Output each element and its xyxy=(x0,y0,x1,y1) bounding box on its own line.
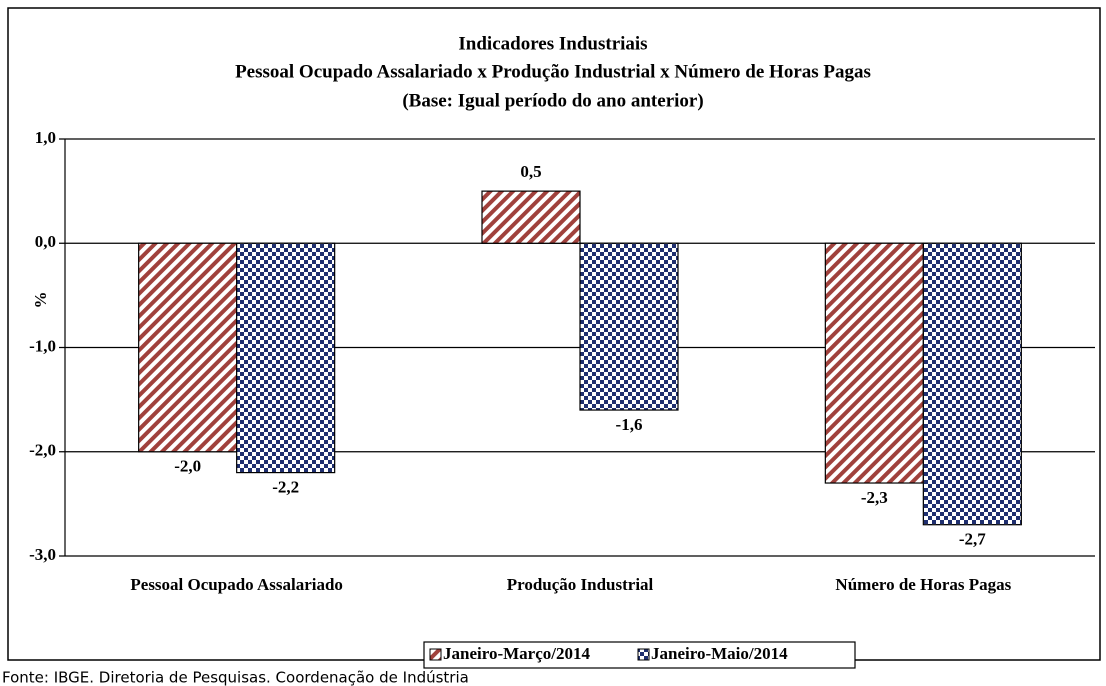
data-label: 0,5 xyxy=(520,162,541,181)
bar xyxy=(922,242,1022,526)
bar xyxy=(138,242,238,453)
source-note: Fonte: IBGE. Diretoria de Pesquisas. Coo… xyxy=(2,669,469,686)
x-tick-label: Produção Industrial xyxy=(507,575,654,594)
legend-swatch xyxy=(637,648,650,661)
legend-label: Janeiro-Maio/2014 xyxy=(651,644,788,663)
data-label: -1,6 xyxy=(616,415,643,434)
y-tick-label: 0,0 xyxy=(35,232,56,251)
x-tick-label: Pessoal Ocupado Assalariado xyxy=(130,575,343,594)
y-tick-label: 1,0 xyxy=(35,128,56,147)
y-tick-label: -3,0 xyxy=(29,545,56,564)
data-label: -2,2 xyxy=(272,478,299,497)
data-label: -2,7 xyxy=(959,530,986,549)
chart-title: Indicadores Industriais xyxy=(458,33,647,54)
y-axis-label: % xyxy=(31,292,50,309)
bar xyxy=(824,242,924,484)
x-tick-label: Número de Horas Pagas xyxy=(835,575,1011,594)
y-tick-label: -2,0 xyxy=(29,441,56,460)
chart-subtitle: Pessoal Ocupado Assalariado x Produção I… xyxy=(235,61,871,82)
bar xyxy=(579,242,679,411)
chart-subtitle: (Base: Igual período do ano anterior) xyxy=(402,90,703,111)
legend-swatch xyxy=(429,648,442,661)
y-tick-label: -1,0 xyxy=(29,336,56,355)
bar xyxy=(236,242,336,474)
bar xyxy=(481,190,581,244)
data-label: -2,0 xyxy=(174,457,201,476)
legend-label: Janeiro-Março/2014 xyxy=(443,644,590,663)
data-label: -2,3 xyxy=(861,488,888,507)
